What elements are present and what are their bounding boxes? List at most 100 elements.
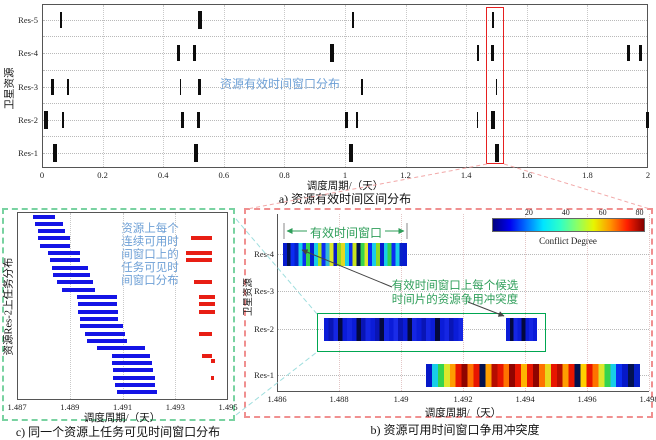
task-visible-window-bar <box>49 258 81 263</box>
time-window-tick <box>194 144 199 162</box>
gridline-vertical <box>401 214 402 391</box>
x-tick-label: 1.488 <box>329 394 349 404</box>
panel-c-border <box>2 208 235 421</box>
time-window-tick <box>51 79 55 95</box>
time-window-tick <box>638 45 642 61</box>
time-window-tick <box>476 112 478 128</box>
panel-c-annotation-line3: 间窗口上的 <box>121 249 179 261</box>
task-visible-window-bar <box>52 273 91 278</box>
colorbar-tick-label: 20 <box>524 208 533 217</box>
task-visible-window-bar <box>96 346 145 351</box>
time-window-tick <box>352 12 355 28</box>
task-visible-window-bar <box>76 295 117 300</box>
time-window-tick <box>196 112 200 128</box>
colorbar-label: Conflict Degree <box>539 236 597 246</box>
task-visible-window-bar <box>57 280 93 285</box>
gridline-vertical <box>587 214 588 391</box>
gridline-vertical <box>69 213 71 399</box>
y-tick-label: Res-4 <box>18 48 38 58</box>
panel-a-caption: a) 资源有效时间区间分布 <box>278 192 412 206</box>
gridline-vertical <box>175 213 177 399</box>
task-visible-window-bar <box>77 302 117 307</box>
panel-c-annotation-line5: 间窗口分布 <box>121 275 179 287</box>
time-window-tick <box>60 12 63 28</box>
x-tick-label: 0 <box>39 170 45 180</box>
time-window-tick <box>62 112 65 128</box>
conflict-degree-bar <box>323 317 463 341</box>
panel-a-highlight-rect <box>486 7 504 164</box>
x-tick-label: 1.487 <box>7 402 27 412</box>
task-visible-window-bar <box>116 390 158 395</box>
time-window-tick <box>494 144 499 162</box>
colorbar-tick-label: 40 <box>561 208 570 217</box>
gridline-vertical <box>284 5 286 167</box>
gridline-vertical <box>102 5 104 167</box>
time-window-tick <box>349 144 354 162</box>
x-tick-label: 1.486 <box>267 394 287 404</box>
panel-a-annotation: 资源有效时间窗口分布 <box>219 77 340 91</box>
time-window-tick <box>360 79 363 95</box>
panel-c-annotation-line1: 资源上每个 <box>121 223 179 235</box>
panel-c-x-axis-label: 调度周期/（天） <box>83 413 161 424</box>
conflict-degree-bar <box>283 242 408 266</box>
x-tick-label: 1.49 <box>393 394 409 404</box>
conflict-task-window-bar <box>185 258 213 263</box>
time-window-tick <box>344 112 348 128</box>
x-tick-label: 1.8 <box>582 170 593 180</box>
time-window-tick <box>491 12 494 28</box>
x-tick-label: 1.489 <box>60 402 80 412</box>
task-visible-window-bar <box>77 309 118 314</box>
x-tick-label: 1.492 <box>453 394 473 404</box>
conflict-task-window-bar <box>185 251 213 256</box>
task-visible-window-bar <box>38 236 70 241</box>
x-tick-label: 1.491 <box>112 402 133 412</box>
x-tick-label: 0.6 <box>218 170 230 180</box>
time-window-tick <box>329 44 334 62</box>
gridline-vertical <box>405 5 407 167</box>
time-window-tick <box>66 79 69 95</box>
x-tick-label: 1.498 <box>639 394 656 404</box>
panel-c-caption: c) 同一个资源上任务可见时间窗口分布 <box>15 425 221 439</box>
panel-b-highlight-rect <box>317 313 546 352</box>
x-tick-label: 1.2 <box>400 170 411 180</box>
time-window-tick <box>491 45 495 61</box>
y-tick-label: Res-3 <box>254 286 274 296</box>
conflict-task-window-bar <box>210 358 215 363</box>
x-tick-label: 1.496 <box>577 394 597 404</box>
x-tick-label: 0.8 <box>279 170 290 180</box>
panel-b-x-axis-label: 调度周期/（天） <box>424 408 502 419</box>
x-tick-label: 0.4 <box>157 170 169 180</box>
task-visible-window-bar <box>111 361 153 366</box>
gridline-vertical <box>587 5 589 167</box>
time-window-tick <box>192 45 196 61</box>
task-visible-window-bar <box>85 331 125 336</box>
task-visible-window-bar <box>62 287 96 292</box>
conflict-task-window-bar <box>198 309 215 314</box>
task-visible-window-bar <box>47 251 81 256</box>
task-visible-window-bar <box>111 353 150 358</box>
panel-b-pointer-annotation-line1: 有效时间窗口上每个候选 <box>391 280 519 292</box>
task-visible-window-bar <box>113 368 153 373</box>
gridline-vertical <box>525 214 526 391</box>
y-tick-label: Res-2 <box>254 324 274 334</box>
time-window-tick <box>53 144 58 162</box>
conflict-degree-bar <box>425 363 640 387</box>
task-visible-window-bar <box>86 339 127 344</box>
gridline-vertical <box>163 5 165 167</box>
x-tick-label: 1.4 <box>460 170 472 180</box>
task-visible-window-bar <box>39 243 70 248</box>
y-tick-label: Res-4 <box>254 249 274 259</box>
conflict-task-window-bar <box>210 375 214 380</box>
panel-c-y-axis-label: 资源Res-2上任务分布 <box>3 257 15 356</box>
conflict-task-window-bar <box>193 280 213 285</box>
gridline-vertical <box>223 5 225 167</box>
task-visible-window-bar <box>114 383 155 388</box>
y-tick-label: Res-2 <box>18 115 38 125</box>
task-visible-window-bar <box>113 375 155 380</box>
panel-c-annotation-line2: 连续可用时 <box>121 236 179 248</box>
panel-c-annotation-line4: 任务可见时 <box>121 262 179 274</box>
panel-b-y-axis-label: 卫星资源 <box>244 278 254 317</box>
panel-b-caption: b) 资源可用时间窗口争用冲突度 <box>370 423 540 437</box>
gridline-vertical <box>466 5 468 167</box>
time-window-tick <box>491 111 496 129</box>
